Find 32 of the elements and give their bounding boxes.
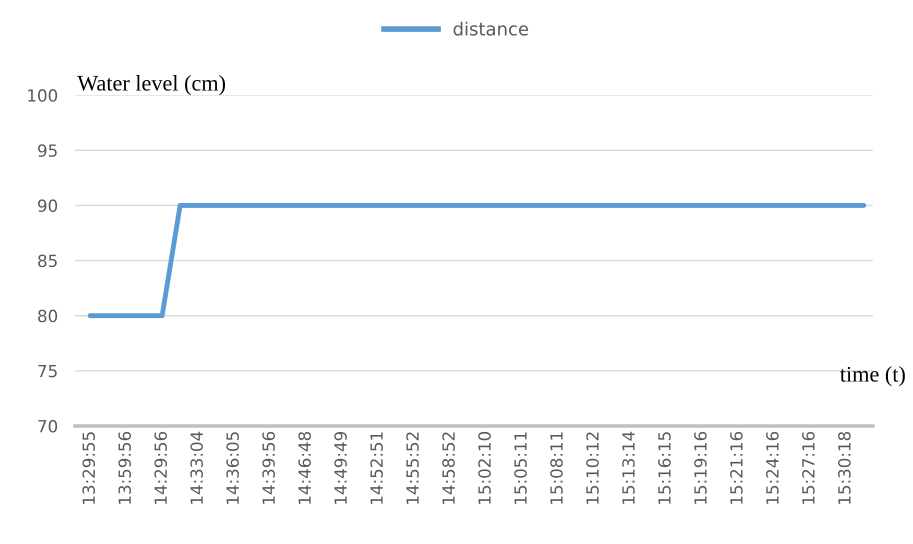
x-axis-title: time (t) bbox=[840, 366, 905, 386]
x-tick-label: 15:10:12 bbox=[586, 432, 599, 504]
x-tick-label: 14:36:05 bbox=[226, 432, 239, 504]
y-tick-label: 100 bbox=[28, 89, 58, 102]
x-tick-label: 13:59:56 bbox=[118, 432, 131, 504]
y-axis-title: Water level (cm) bbox=[77, 75, 226, 96]
x-tick-label: 15:02:10 bbox=[478, 432, 491, 504]
x-tick-label: 15:21:16 bbox=[730, 432, 743, 504]
x-tick-label: 14:46:48 bbox=[298, 432, 311, 504]
y-tick-label: 70 bbox=[38, 420, 58, 433]
x-tick-label: 13:29:55 bbox=[82, 432, 95, 504]
x-tick-label: 14:29:56 bbox=[154, 432, 167, 504]
y-tick-label: 85 bbox=[38, 254, 57, 268]
x-tick-label: 14:52:51 bbox=[370, 432, 383, 504]
x-tick-label: 15:08:11 bbox=[550, 432, 563, 504]
x-tick-label: 14:33:04 bbox=[190, 432, 203, 504]
x-tick-label: 15:30:18 bbox=[838, 432, 851, 504]
x-tick-label: 15:05:11 bbox=[514, 432, 527, 504]
y-tick-label: 95 bbox=[38, 144, 57, 157]
legend-label: distance bbox=[454, 22, 528, 36]
y-tick-label: 80 bbox=[38, 310, 58, 322]
x-tick-label: 15:24:16 bbox=[766, 432, 779, 504]
x-tick-label: 14:55:52 bbox=[406, 432, 419, 504]
y-tick-label: 90 bbox=[38, 199, 58, 212]
x-tick-label: 14:58:52 bbox=[442, 432, 455, 504]
x-tick-label: 14:49:49 bbox=[334, 432, 347, 504]
x-tick-label: 15:19:16 bbox=[694, 432, 707, 504]
y-tick-label: 75 bbox=[38, 365, 57, 378]
x-tick-label: 15:27:16 bbox=[802, 432, 815, 504]
x-tick-label: 15:16:15 bbox=[658, 432, 671, 504]
x-tick-label: 14:39:56 bbox=[262, 432, 275, 504]
x-tick-label: 15:13:14 bbox=[622, 432, 635, 504]
